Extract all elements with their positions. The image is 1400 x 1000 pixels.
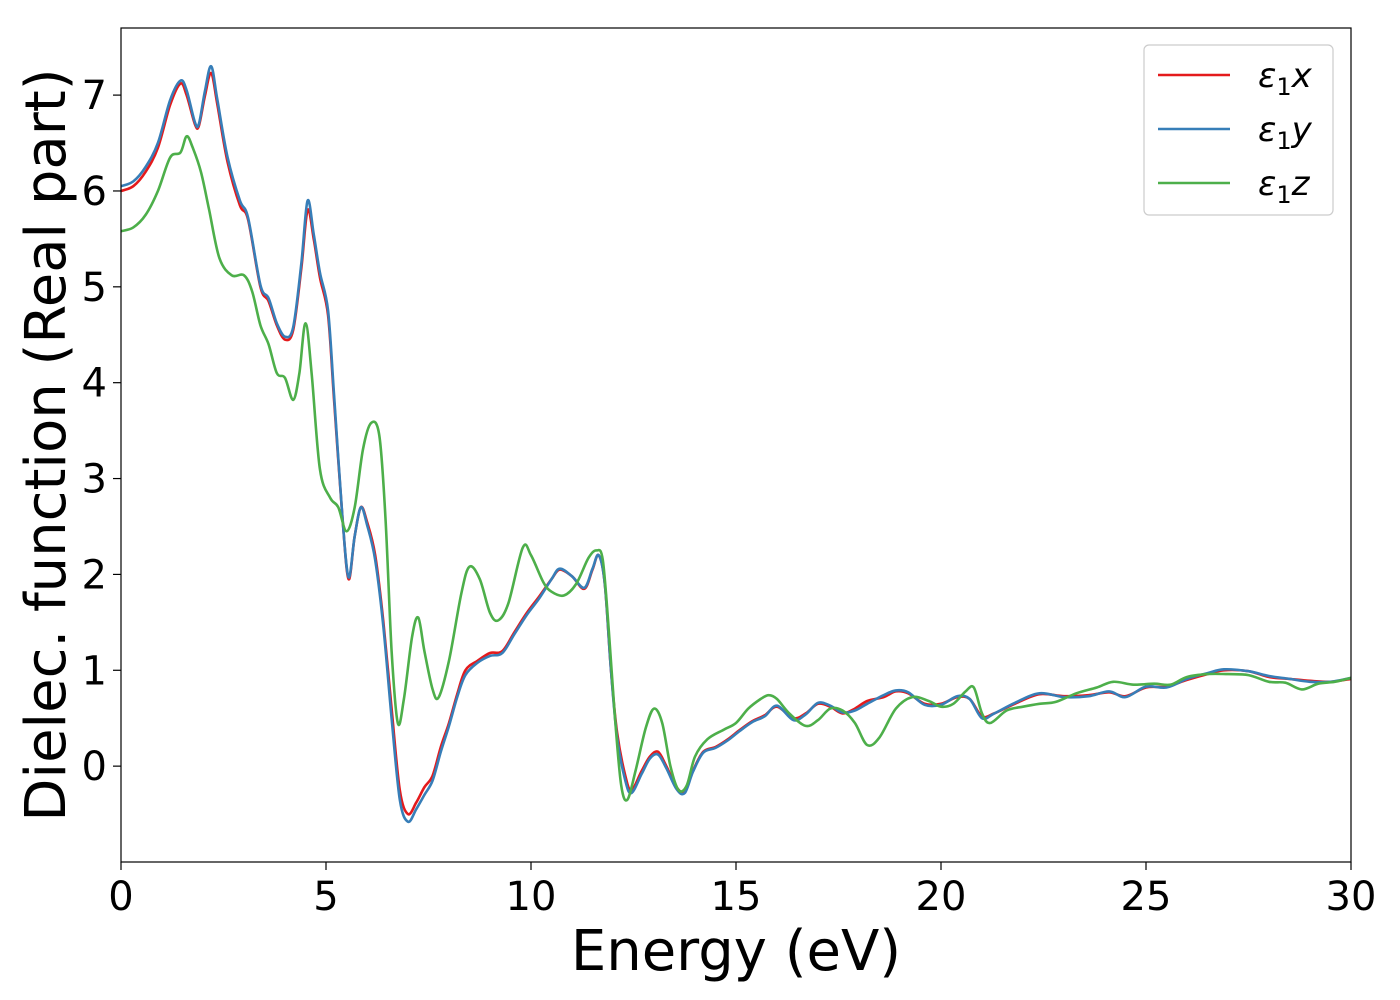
y-tick-label: 7 — [82, 73, 107, 119]
ticks-layer: 0 5 10 15 20 25 30 0 1 2 3 4 5 6 7 — [82, 73, 1377, 920]
lines-layer — [121, 64, 1351, 824]
x-axis-title: Energy (eV) — [571, 919, 901, 984]
legend-label-z: ε1z — [1258, 164, 1311, 209]
x-tick-label: 5 — [313, 874, 338, 920]
y-tick-label: 1 — [82, 648, 107, 694]
x-tick-label: 20 — [916, 874, 967, 920]
x-tick-label: 10 — [506, 874, 557, 920]
y-tick-label: 6 — [82, 169, 107, 215]
y-axis-title: Dielec. function (Real part) — [14, 68, 79, 821]
y-tick-label: 0 — [82, 744, 107, 790]
legend-label-x: ε1x — [1258, 56, 1313, 101]
y-tick-label: 3 — [82, 457, 107, 503]
x-tick-label: 15 — [711, 874, 762, 920]
x-tick-label: 30 — [1326, 874, 1377, 920]
series-line-y — [121, 64, 1351, 824]
series-line-z — [121, 134, 1351, 802]
x-tick-label: 0 — [108, 874, 133, 920]
legend-label-y: ε1y — [1258, 110, 1313, 155]
y-tick-label: 2 — [82, 552, 107, 598]
legend-box — [1143, 44, 1334, 216]
legend: ε1x ε1y ε1z — [1143, 44, 1334, 216]
y-tick-label: 4 — [82, 361, 107, 407]
y-tick-label: 5 — [82, 265, 107, 311]
x-tick-label: 25 — [1121, 874, 1172, 920]
